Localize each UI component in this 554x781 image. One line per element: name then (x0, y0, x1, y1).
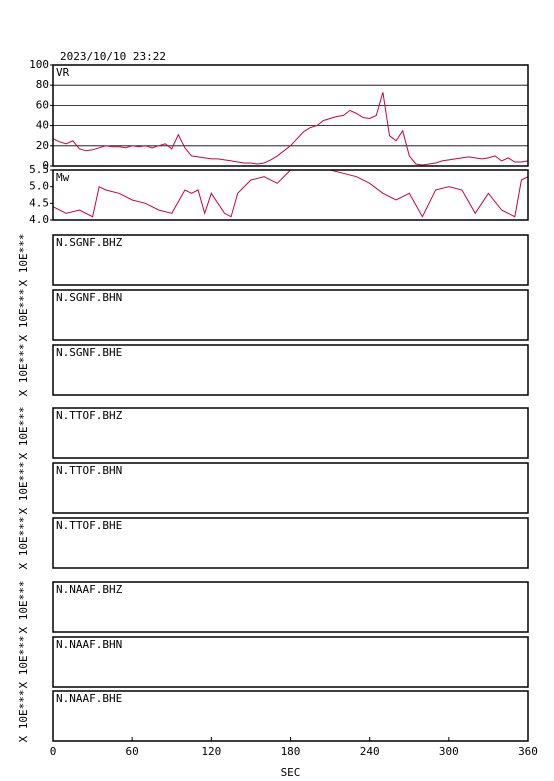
y-axis-label: X 10E*** (17, 517, 30, 570)
x-tick-label: 360 (518, 745, 538, 758)
panel-frame (52, 690, 529, 742)
y-tick-label: 0 (42, 159, 49, 172)
x-tick-label: 240 (360, 745, 380, 758)
panel-frame (52, 407, 529, 459)
x-tick-label: 180 (281, 745, 301, 758)
y-axis-label: X 10E*** (17, 407, 30, 460)
chart-title: 2023/10/10 23:22 (60, 50, 166, 63)
panel-label: N.TTOF.BHZ (56, 409, 123, 422)
x-tick-label: 120 (201, 745, 221, 758)
panel-label: N.NAAF.BHZ (56, 583, 123, 596)
y-axis-label: X 10E*** (17, 462, 30, 515)
y-axis-label: X 10E*** (17, 344, 30, 397)
data-line (52, 169, 529, 218)
panel-label: N.NAAF.BHE (56, 692, 122, 705)
y-tick-label: 20 (36, 139, 49, 152)
y-tick-label: 4.0 (29, 213, 49, 226)
panel-label: N.TTOF.BHN (56, 464, 122, 477)
y-tick-label: 4.5 (29, 196, 49, 209)
panel-frame (52, 64, 529, 167)
y-tick-label: 5.5 (29, 163, 49, 176)
y-tick-label: 60 (36, 98, 49, 111)
y-tick-label: 40 (36, 119, 49, 132)
panel-label: N.TTOF.BHE (56, 519, 122, 532)
panel-frame (52, 344, 529, 396)
y-axis-label: X 10E*** (17, 581, 30, 634)
data-line (52, 92, 529, 166)
panel-label: N.SGNF.BHE (56, 346, 122, 359)
panel-label: N.SGNF.BHN (56, 291, 122, 304)
x-tick-label: 300 (439, 745, 459, 758)
y-tick-label: 5.0 (29, 180, 49, 193)
y-axis-label: X 10E*** (17, 289, 30, 342)
y-axis-label: X 10E*** (17, 636, 30, 689)
y-tick-label: 100 (29, 58, 49, 71)
panel-frame (52, 581, 529, 633)
panel-frame (52, 289, 529, 341)
panel-label: N.SGNF.BHZ (56, 236, 123, 249)
x-tick-label: 0 (50, 745, 57, 758)
panel-frame (52, 462, 529, 514)
panel-frame (52, 169, 529, 221)
panel-frame (52, 636, 529, 688)
x-tick-label: 60 (126, 745, 139, 758)
y-tick-label: 80 (36, 78, 49, 91)
panel-label: VR (56, 66, 70, 79)
x-axis-label: SEC (281, 766, 301, 779)
y-axis-label: X 10E*** (17, 234, 30, 287)
y-axis-label: X 10E*** (17, 690, 30, 743)
panel-frame (52, 517, 529, 569)
panel-frame (52, 234, 529, 286)
panel-label: Mw (56, 171, 70, 184)
panel-label: N.NAAF.BHN (56, 638, 122, 651)
